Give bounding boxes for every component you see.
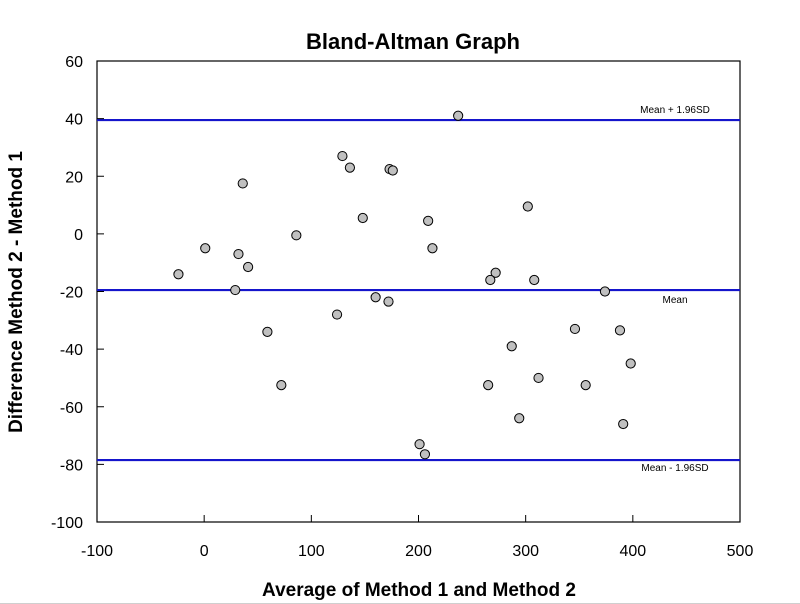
- reference-lines: Mean + 1.96SD Mean Mean - 1.96SD: [97, 105, 740, 474]
- data-point: [230, 284, 241, 296]
- x-tick-label: -100: [81, 543, 113, 560]
- data-point: [522, 201, 533, 212]
- data-point: [625, 358, 636, 369]
- data-point: [370, 292, 381, 303]
- y-tick-label: -60: [60, 400, 83, 417]
- data-point: [414, 439, 425, 450]
- data-point: [580, 380, 591, 391]
- data-point: [237, 178, 248, 189]
- y-tick-label: 20: [65, 169, 83, 186]
- y-tick-label: -20: [60, 285, 83, 302]
- y-tick-label: -40: [60, 342, 83, 359]
- x-tick-label: 300: [512, 543, 539, 560]
- plot-frame: [96, 60, 741, 523]
- data-point: [233, 248, 244, 260]
- data-point: [357, 212, 368, 224]
- data-point: [262, 326, 273, 337]
- data-point: [387, 165, 398, 176]
- data-point: [529, 274, 540, 286]
- data-point: [618, 418, 629, 430]
- data-point: [485, 274, 496, 286]
- data-point: [614, 325, 626, 336]
- data-point: [483, 380, 494, 391]
- y-axis-ticks: -100 -80 -60 -40 -20 0 20 40 60: [51, 54, 104, 532]
- data-point: [506, 341, 517, 352]
- data-point: [276, 380, 287, 391]
- data-point: [599, 286, 611, 297]
- mean-label: Mean: [662, 295, 687, 306]
- data-point: [337, 150, 348, 162]
- data-point: [344, 162, 356, 173]
- y-tick-label: 60: [65, 54, 83, 71]
- upper-limit-label: Mean + 1.96SD: [640, 105, 710, 116]
- x-tick-label: 0: [200, 543, 209, 560]
- x-tick-label: 400: [619, 543, 646, 560]
- y-tick-label: 0: [74, 227, 83, 244]
- chart-title: Bland-Altman Graph: [306, 29, 520, 54]
- y-tick-label: 40: [65, 112, 83, 129]
- x-axis-label: Average of Method 1 and Method 2: [262, 580, 576, 601]
- data-point: [423, 215, 434, 227]
- data-point: [383, 296, 394, 307]
- data-points: [173, 110, 636, 460]
- y-axis-label: Difference Method 2 - Method 1: [6, 151, 27, 433]
- x-tick-label: 500: [727, 543, 754, 560]
- y-tick-label: -100: [51, 515, 83, 532]
- data-point: [291, 230, 302, 241]
- lower-limit-label: Mean - 1.96SD: [641, 463, 708, 474]
- data-point: [453, 110, 464, 121]
- y-tick-label: -80: [60, 457, 83, 474]
- data-point: [569, 323, 581, 335]
- data-point: [514, 413, 525, 424]
- data-point: [427, 243, 438, 254]
- data-point: [173, 269, 184, 280]
- x-axis-ticks: -100 0 100 200 300 400 500: [81, 515, 753, 560]
- data-point: [490, 267, 501, 278]
- data-point: [419, 449, 431, 460]
- data-point: [331, 309, 343, 320]
- x-tick-label: 200: [405, 543, 432, 560]
- data-point: [243, 261, 254, 273]
- data-point: [533, 372, 544, 384]
- data-point: [200, 243, 211, 254]
- x-tick-label: 100: [298, 543, 325, 560]
